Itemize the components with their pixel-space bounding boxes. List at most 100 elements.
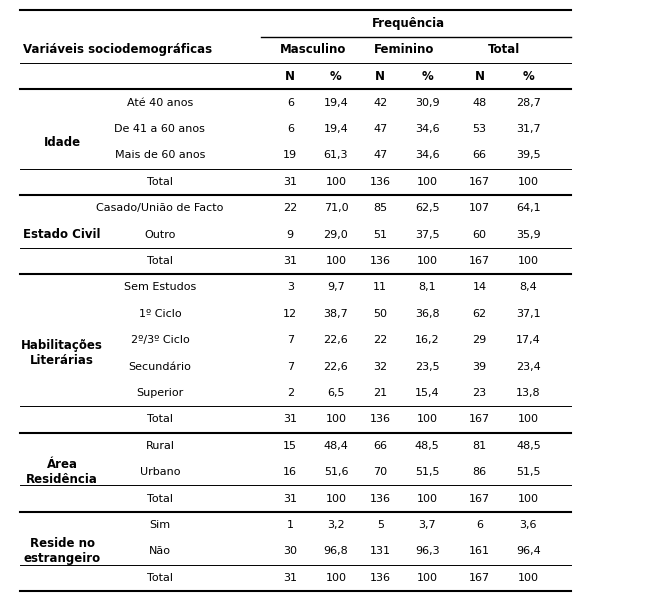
Text: 34,6: 34,6 <box>415 150 440 161</box>
Text: 19,4: 19,4 <box>324 97 348 107</box>
Text: 36,8: 36,8 <box>415 309 440 319</box>
Text: N: N <box>475 70 485 82</box>
Text: 19: 19 <box>283 150 297 161</box>
Text: 48,5: 48,5 <box>516 441 541 451</box>
Text: 35,9: 35,9 <box>516 230 541 239</box>
Text: %: % <box>330 70 342 82</box>
Text: 51: 51 <box>373 230 387 239</box>
Text: 100: 100 <box>417 256 438 266</box>
Text: 61,3: 61,3 <box>324 150 348 161</box>
Text: 2º/3º Ciclo: 2º/3º Ciclo <box>130 335 189 345</box>
Text: 29,0: 29,0 <box>324 230 348 239</box>
Text: 2: 2 <box>287 388 294 398</box>
Text: Feminino: Feminino <box>373 43 434 56</box>
Text: 100: 100 <box>326 256 346 266</box>
Text: 22,6: 22,6 <box>324 362 348 371</box>
Text: Variáveis sociodemográficas: Variáveis sociodemográficas <box>23 43 212 56</box>
Text: 39: 39 <box>473 362 487 371</box>
Text: 100: 100 <box>518 494 539 504</box>
Text: 48: 48 <box>472 97 487 107</box>
Text: 100: 100 <box>518 256 539 266</box>
Text: 96,4: 96,4 <box>516 546 541 556</box>
Text: N: N <box>375 70 385 82</box>
Text: Total: Total <box>147 494 173 504</box>
Text: 31: 31 <box>283 414 297 424</box>
Text: 136: 136 <box>370 494 391 504</box>
Text: 1º Ciclo: 1º Ciclo <box>138 309 181 319</box>
Text: 6,5: 6,5 <box>327 388 345 398</box>
Text: 51,6: 51,6 <box>324 467 348 477</box>
Text: 23,4: 23,4 <box>516 362 541 371</box>
Text: 21: 21 <box>373 388 387 398</box>
Text: Habilitações
Literárias: Habilitações Literárias <box>21 340 103 367</box>
Text: 96,3: 96,3 <box>415 546 440 556</box>
Text: 6: 6 <box>287 124 294 134</box>
Text: 136: 136 <box>370 414 391 424</box>
Text: 34,6: 34,6 <box>415 124 440 134</box>
Text: 9,7: 9,7 <box>327 282 345 293</box>
Text: Casado/União de Facto: Casado/União de Facto <box>96 203 224 213</box>
Text: 42: 42 <box>373 97 387 107</box>
Text: 48,5: 48,5 <box>415 441 440 451</box>
Text: 3,2: 3,2 <box>327 520 345 530</box>
Text: 22: 22 <box>373 335 387 345</box>
Text: Urbano: Urbano <box>140 467 180 477</box>
Text: 38,7: 38,7 <box>324 309 348 319</box>
Text: 100: 100 <box>417 494 438 504</box>
Text: 62: 62 <box>473 309 487 319</box>
Text: 167: 167 <box>469 573 490 583</box>
Text: 100: 100 <box>326 414 346 424</box>
Text: Total: Total <box>147 573 173 583</box>
Text: 7: 7 <box>287 362 294 371</box>
Text: 107: 107 <box>469 203 490 213</box>
Text: 100: 100 <box>417 414 438 424</box>
Text: 50: 50 <box>373 309 387 319</box>
Text: 161: 161 <box>469 546 490 556</box>
Text: 85: 85 <box>373 203 387 213</box>
Text: Rural: Rural <box>146 441 174 451</box>
Text: 23,5: 23,5 <box>415 362 440 371</box>
Text: 31: 31 <box>283 573 297 583</box>
Text: 30: 30 <box>283 546 297 556</box>
Text: 39,5: 39,5 <box>516 150 541 161</box>
Text: De 41 a 60 anos: De 41 a 60 anos <box>115 124 205 134</box>
Text: 3,7: 3,7 <box>418 520 436 530</box>
Text: 100: 100 <box>326 177 346 187</box>
Text: 32: 32 <box>373 362 387 371</box>
Text: 28,7: 28,7 <box>516 97 541 107</box>
Text: Total: Total <box>147 414 173 424</box>
Text: 3: 3 <box>287 282 294 293</box>
Text: 60: 60 <box>473 230 487 239</box>
Text: 37,1: 37,1 <box>516 309 541 319</box>
Text: Área
Residência: Área Residência <box>26 458 98 486</box>
Text: %: % <box>422 70 433 82</box>
Text: 17,4: 17,4 <box>516 335 541 345</box>
Text: 66: 66 <box>373 441 387 451</box>
Text: Frequência: Frequência <box>372 17 445 30</box>
Text: Sim: Sim <box>150 520 170 530</box>
Text: 1: 1 <box>287 520 294 530</box>
Text: 12: 12 <box>283 309 297 319</box>
Text: 71,0: 71,0 <box>324 203 348 213</box>
Text: Superior: Superior <box>136 388 183 398</box>
Text: 100: 100 <box>326 573 346 583</box>
Text: 23: 23 <box>473 388 487 398</box>
Text: Reside no
estrangeiro: Reside no estrangeiro <box>24 537 101 565</box>
Text: Secundário: Secundário <box>128 362 191 371</box>
Text: 100: 100 <box>518 414 539 424</box>
Text: 9: 9 <box>287 230 294 239</box>
Text: 136: 136 <box>370 177 391 187</box>
Text: 13,8: 13,8 <box>516 388 541 398</box>
Text: Outro: Outro <box>144 230 175 239</box>
Text: Até 40 anos: Até 40 anos <box>126 97 193 107</box>
Text: 136: 136 <box>370 573 391 583</box>
Text: 31,7: 31,7 <box>516 124 541 134</box>
Text: 62,5: 62,5 <box>415 203 440 213</box>
Text: Total: Total <box>147 256 173 266</box>
Text: Total: Total <box>488 43 520 56</box>
Text: Sem Estudos: Sem Estudos <box>124 282 196 293</box>
Text: 8,4: 8,4 <box>520 282 537 293</box>
Text: 167: 167 <box>469 256 490 266</box>
Text: 53: 53 <box>473 124 487 134</box>
Text: 136: 136 <box>370 256 391 266</box>
